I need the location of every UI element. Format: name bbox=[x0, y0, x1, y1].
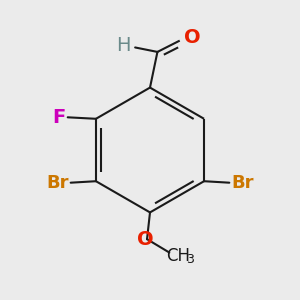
Text: H: H bbox=[117, 37, 131, 56]
Text: Br: Br bbox=[46, 174, 69, 192]
Text: F: F bbox=[52, 108, 65, 127]
Text: O: O bbox=[137, 230, 154, 249]
Text: 3: 3 bbox=[186, 253, 194, 266]
Text: CH: CH bbox=[166, 247, 190, 265]
Text: O: O bbox=[184, 28, 200, 47]
Text: Br: Br bbox=[231, 174, 254, 192]
